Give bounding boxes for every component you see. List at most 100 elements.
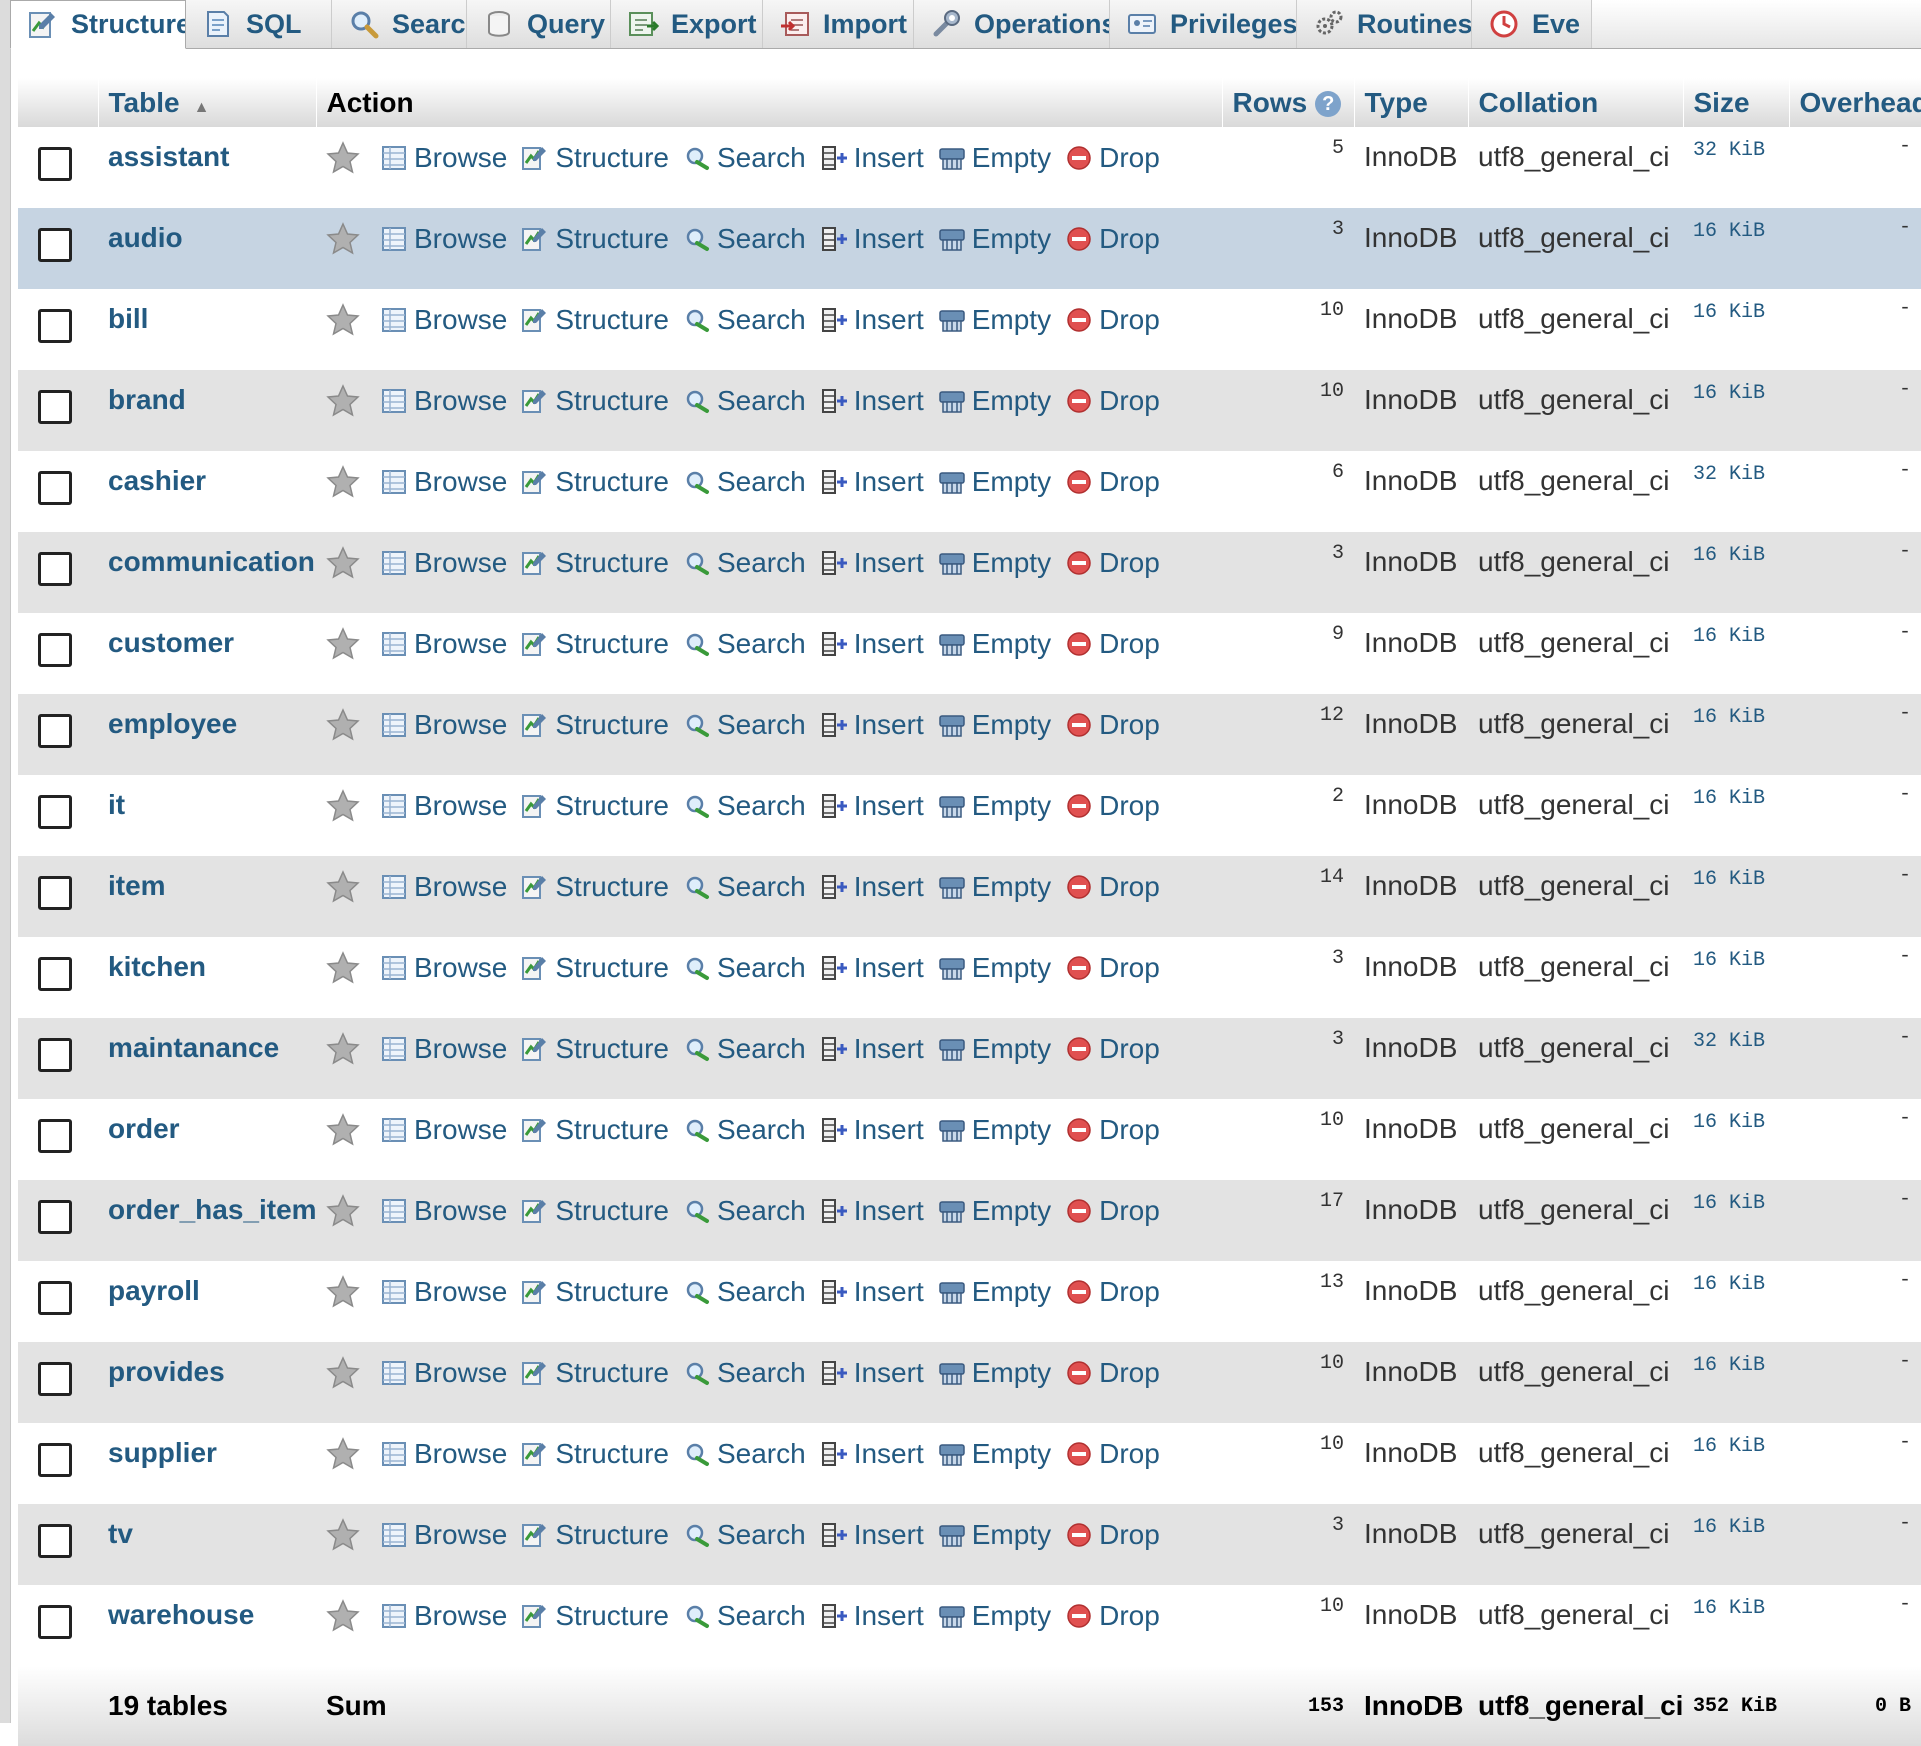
browse-action[interactable]: Browse [380, 466, 507, 498]
header-type[interactable]: Type [1354, 78, 1468, 127]
insert-action[interactable]: Insert [820, 1438, 924, 1470]
empty-action[interactable]: Empty [938, 790, 1051, 822]
drop-action[interactable]: Drop [1065, 952, 1160, 984]
browse-action[interactable]: Browse [380, 1357, 507, 1389]
sort-ascending-icon[interactable]: ▲ [194, 99, 210, 117]
row-checkbox[interactable] [38, 633, 72, 667]
structure-action[interactable]: Structure [521, 1195, 669, 1227]
table-name-link[interactable]: customer [108, 627, 234, 658]
empty-action[interactable]: Empty [938, 223, 1051, 255]
empty-action[interactable]: Empty [938, 1033, 1051, 1065]
empty-action[interactable]: Empty [938, 1276, 1051, 1308]
tab-operations[interactable]: Operations [914, 0, 1110, 48]
favorite-star-icon[interactable] [326, 1275, 360, 1309]
search-action[interactable]: Search [683, 871, 806, 903]
structure-action[interactable]: Structure [521, 709, 669, 741]
drop-action[interactable]: Drop [1065, 1033, 1160, 1065]
browse-action[interactable]: Browse [380, 1114, 507, 1146]
structure-action[interactable]: Structure [521, 628, 669, 660]
structure-action[interactable]: Structure [521, 385, 669, 417]
insert-action[interactable]: Insert [820, 871, 924, 903]
favorite-star-icon[interactable] [326, 789, 360, 823]
table-name-link[interactable]: provides [108, 1356, 225, 1387]
row-checkbox[interactable] [38, 390, 72, 424]
insert-action[interactable]: Insert [820, 547, 924, 579]
table-name-link[interactable]: audio [108, 222, 183, 253]
structure-action[interactable]: Structure [521, 1276, 669, 1308]
structure-action[interactable]: Structure [521, 952, 669, 984]
drop-action[interactable]: Drop [1065, 223, 1160, 255]
table-name-link[interactable]: warehouse [108, 1599, 254, 1630]
search-action[interactable]: Search [683, 1033, 806, 1065]
search-action[interactable]: Search [683, 223, 806, 255]
search-action[interactable]: Search [683, 142, 806, 174]
empty-action[interactable]: Empty [938, 1519, 1051, 1551]
search-action[interactable]: Search [683, 628, 806, 660]
favorite-star-icon[interactable] [326, 627, 360, 661]
insert-action[interactable]: Insert [820, 1519, 924, 1551]
search-action[interactable]: Search [683, 1276, 806, 1308]
row-checkbox[interactable] [38, 1119, 72, 1153]
table-name-link[interactable]: order [108, 1113, 180, 1144]
row-checkbox[interactable] [38, 876, 72, 910]
insert-action[interactable]: Insert [820, 223, 924, 255]
insert-action[interactable]: Insert [820, 142, 924, 174]
header-collation-label[interactable]: Collation [1479, 87, 1599, 118]
drop-action[interactable]: Drop [1065, 142, 1160, 174]
favorite-star-icon[interactable] [326, 546, 360, 580]
tab-eve[interactable]: Eve [1472, 0, 1592, 48]
row-checkbox[interactable] [38, 471, 72, 505]
insert-action[interactable]: Insert [820, 952, 924, 984]
header-collation[interactable]: Collation [1468, 78, 1683, 127]
row-checkbox[interactable] [38, 1524, 72, 1558]
favorite-star-icon[interactable] [326, 384, 360, 418]
header-type-label[interactable]: Type [1365, 87, 1428, 118]
insert-action[interactable]: Insert [820, 1276, 924, 1308]
search-action[interactable]: Search [683, 790, 806, 822]
browse-action[interactable]: Browse [380, 952, 507, 984]
structure-action[interactable]: Structure [521, 1438, 669, 1470]
table-name-link[interactable]: cashier [108, 465, 206, 496]
favorite-star-icon[interactable] [326, 1113, 360, 1147]
search-action[interactable]: Search [683, 304, 806, 336]
empty-action[interactable]: Empty [938, 1600, 1051, 1632]
insert-action[interactable]: Insert [820, 1357, 924, 1389]
table-name-link[interactable]: payroll [108, 1275, 200, 1306]
empty-action[interactable]: Empty [938, 385, 1051, 417]
insert-action[interactable]: Insert [820, 1114, 924, 1146]
drop-action[interactable]: Drop [1065, 466, 1160, 498]
browse-action[interactable]: Browse [380, 1276, 507, 1308]
structure-action[interactable]: Structure [521, 790, 669, 822]
tab-routines[interactable]: Routines [1297, 0, 1472, 48]
browse-action[interactable]: Browse [380, 1519, 507, 1551]
empty-action[interactable]: Empty [938, 871, 1051, 903]
header-overhead[interactable]: Overhead [1789, 78, 1921, 127]
browse-action[interactable]: Browse [380, 142, 507, 174]
row-checkbox[interactable] [38, 309, 72, 343]
table-name-link[interactable]: supplier [108, 1437, 217, 1468]
drop-action[interactable]: Drop [1065, 385, 1160, 417]
search-action[interactable]: Search [683, 1114, 806, 1146]
table-name-link[interactable]: brand [108, 384, 186, 415]
insert-action[interactable]: Insert [820, 709, 924, 741]
browse-action[interactable]: Browse [380, 790, 507, 822]
row-checkbox[interactable] [38, 1200, 72, 1234]
structure-action[interactable]: Structure [521, 142, 669, 174]
browse-action[interactable]: Browse [380, 1438, 507, 1470]
header-rows-label[interactable]: Rows [1233, 87, 1308, 118]
favorite-star-icon[interactable] [326, 1194, 360, 1228]
drop-action[interactable]: Drop [1065, 790, 1160, 822]
structure-action[interactable]: Structure [521, 1600, 669, 1632]
table-name-link[interactable]: maintanance [108, 1032, 279, 1063]
favorite-star-icon[interactable] [326, 303, 360, 337]
